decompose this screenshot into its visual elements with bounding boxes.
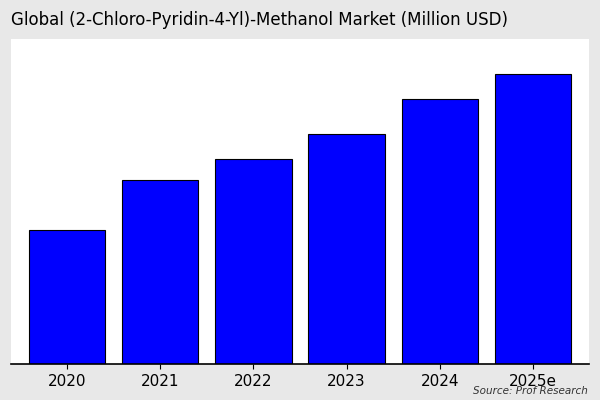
Bar — [308, 134, 385, 364]
Text: Global (2-Chloro-Pyridin-4-Yl)-Methanol Market (Million USD): Global (2-Chloro-Pyridin-4-Yl)-Methanol … — [11, 11, 508, 29]
Bar — [495, 74, 571, 364]
Bar — [401, 99, 478, 364]
Bar — [215, 159, 292, 364]
Bar — [29, 230, 105, 364]
Text: Source: Prof Research: Source: Prof Research — [473, 386, 588, 396]
Bar — [122, 180, 199, 364]
